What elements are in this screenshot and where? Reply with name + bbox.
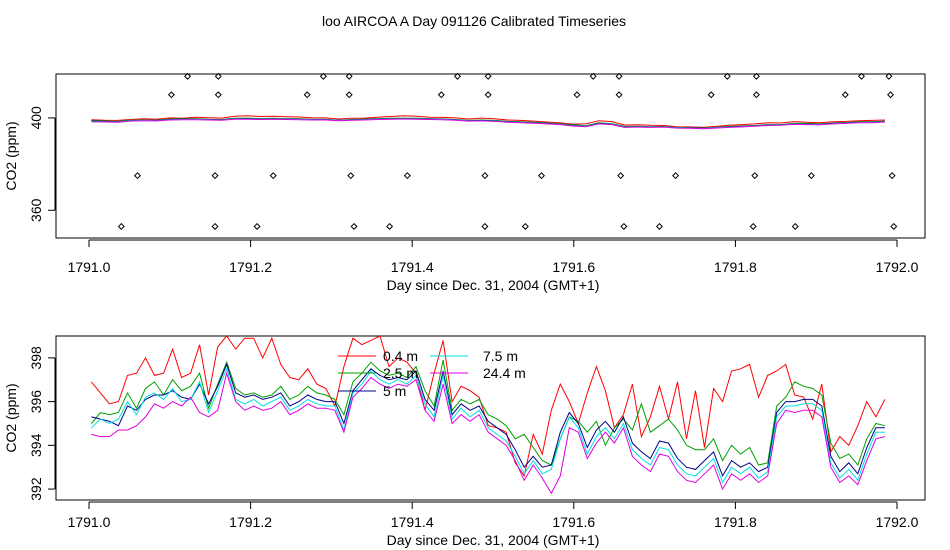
data-point [617, 172, 625, 180]
data-point [484, 72, 492, 80]
data-point [857, 72, 865, 80]
data-point [481, 222, 489, 230]
series-line [91, 336, 886, 478]
data-point [521, 222, 529, 230]
x-tick-label: 1791.8 [714, 514, 757, 530]
data-point [319, 72, 327, 80]
data-point [752, 91, 760, 99]
data-point [723, 72, 731, 80]
legend-label: 24.4 m [483, 365, 526, 381]
data-point [269, 172, 277, 180]
x-tick-label: 1791.6 [552, 259, 595, 275]
data-point [841, 91, 849, 99]
plot-frame [55, 335, 926, 501]
legend-label: 0.4 m [383, 348, 418, 364]
data-point [214, 91, 222, 99]
data-point [655, 222, 663, 230]
legend-label: 7.5 m [483, 348, 518, 364]
x-tick-label: 1791.2 [229, 259, 272, 275]
data-point [453, 72, 461, 80]
x-tick-label: 1791.6 [552, 514, 595, 530]
data-point [791, 222, 799, 230]
data-point [537, 172, 545, 180]
data-point [573, 91, 581, 99]
data-point [184, 72, 192, 80]
series-line [91, 118, 885, 130]
data-point [350, 222, 358, 230]
x-tick-label: 1792.0 [876, 514, 919, 530]
data-point [888, 172, 896, 180]
series-line [91, 362, 885, 478]
data-point [672, 172, 680, 180]
series-line [91, 360, 886, 467]
data-point [890, 222, 898, 230]
x-axis-label: Day since Dec. 31, 2004 (GMT+1) [387, 532, 600, 548]
data-point [615, 72, 623, 80]
x-tick-label: 1791.8 [714, 259, 757, 275]
data-point [211, 172, 219, 180]
series-line [91, 367, 885, 484]
data-point [707, 91, 715, 99]
data-point [347, 172, 355, 180]
data-point [749, 222, 757, 230]
data-point [117, 222, 125, 230]
legend-label: 5 m [383, 383, 406, 399]
data-point [386, 222, 394, 230]
data-point [345, 72, 353, 80]
chart-title: loo AIRCOA A Day 091126 Calibrated Times… [322, 13, 626, 29]
data-point [807, 172, 815, 180]
series-line [91, 371, 886, 495]
data-point [167, 91, 175, 99]
data-point [253, 222, 261, 230]
data-point [133, 172, 141, 180]
y-axis-label: CO2 (ppm) [3, 121, 19, 190]
x-tick-label: 1791.4 [391, 514, 434, 530]
y-tick-label: 398 [28, 346, 44, 370]
data-point [214, 72, 222, 80]
y-tick-label: 394 [28, 433, 44, 457]
data-point [751, 172, 759, 180]
x-tick-label: 1791.0 [68, 259, 111, 275]
data-point [484, 91, 492, 99]
y-axis-label: CO2 (ppm) [3, 383, 19, 452]
data-point [885, 72, 893, 80]
x-tick-label: 1791.4 [391, 259, 434, 275]
top-panel: 1791.0 1791.2 1791.4 1791.6 1791.8 1792.0 Day … [3, 72, 926, 293]
legend-label: 2.5 m [383, 365, 418, 381]
data-point [437, 91, 445, 99]
bottom-panel: 1791.0 1791.2 1791.4 1791.6 1791.8 1792.0 Day … [3, 335, 926, 548]
data-point [403, 172, 411, 180]
data-point [589, 72, 597, 80]
data-point [211, 222, 219, 230]
y-tick-label: 396 [28, 390, 44, 414]
data-point [481, 172, 489, 180]
data-point [752, 72, 760, 80]
x-tick-label: 1792.0 [876, 259, 919, 275]
data-point [887, 91, 895, 99]
data-point [615, 91, 623, 99]
y-tick-label: 392 [28, 477, 44, 501]
y-tick-label: 400 [28, 106, 44, 130]
x-tick-label: 1791.0 [68, 514, 111, 530]
data-point [345, 91, 353, 99]
data-point [303, 91, 311, 99]
series-line [91, 115, 885, 128]
plot-frame [55, 73, 926, 239]
y-tick-label: 360 [28, 198, 44, 222]
x-tick-label: 1791.2 [229, 514, 272, 530]
data-point [620, 222, 628, 230]
x-axis-label: Day since Dec. 31, 2004 (GMT+1) [387, 277, 600, 293]
